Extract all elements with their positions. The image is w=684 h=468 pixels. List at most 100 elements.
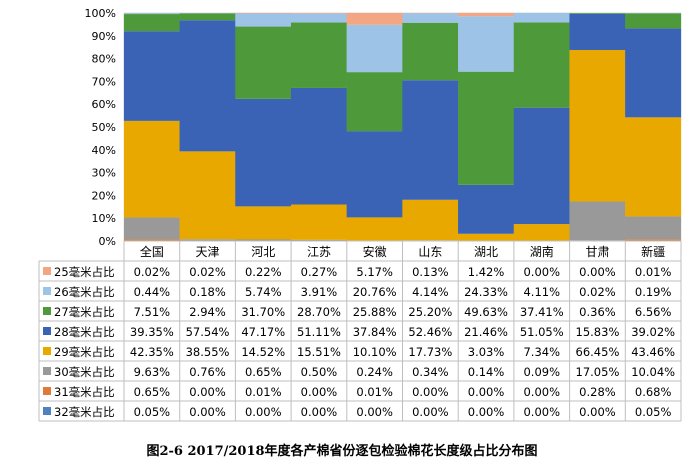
data-label: 0.65% (134, 385, 171, 399)
category-label: 天津 (196, 245, 220, 259)
bar-segment (235, 12, 292, 14)
data-label: 51.11% (297, 325, 341, 339)
bar-segment (179, 13, 236, 21)
data-label: 0.00% (301, 385, 338, 399)
bar-segment (402, 80, 459, 200)
data-label: 4.14% (412, 285, 449, 299)
bar-segment (458, 233, 515, 241)
bar-segment (235, 26, 292, 99)
chart-caption: 图2-6 2017/2018年度各产棉省份逐包检验棉花长度级占比分布图 (146, 444, 538, 459)
bar-segment (290, 13, 347, 14)
data-label: 0.13% (412, 265, 449, 279)
data-label: 0.00% (356, 405, 393, 419)
legend-key (43, 327, 51, 335)
data-label: 0.19% (635, 285, 672, 299)
bar-segment (513, 13, 570, 23)
data-label: 0.00% (523, 265, 560, 279)
bar-segment (346, 72, 403, 132)
y-tick-label: 40% (92, 144, 116, 157)
bar-segment (569, 201, 626, 241)
data-label: 0.00% (579, 405, 616, 419)
bar-segment (179, 239, 236, 241)
data-label: 0.00% (412, 385, 449, 399)
data-label: 4.11% (523, 285, 560, 299)
data-label: 0.00% (301, 405, 338, 419)
data-label: 14.52% (241, 345, 285, 359)
data-label: 42.35% (130, 345, 174, 359)
data-label: 0.36% (579, 305, 616, 319)
legend-key (43, 347, 51, 355)
data-label: 0.68% (635, 385, 672, 399)
data-label: 7.51% (134, 305, 171, 319)
data-label: 66.45% (576, 345, 620, 359)
data-label: 0.65% (245, 365, 282, 379)
legend-key (43, 367, 51, 375)
data-label: 20.76% (353, 285, 397, 299)
bar-segment (513, 224, 570, 241)
y-tick-label: 0% (99, 235, 116, 248)
data-label: 0.00% (523, 405, 560, 419)
category-label: 新疆 (641, 244, 665, 259)
data-label: 0.00% (523, 385, 560, 399)
data-label: 25.88% (353, 305, 397, 319)
bar-segment (569, 49, 626, 202)
bar-segment (625, 13, 682, 29)
y-tick-label: 100% (85, 7, 116, 20)
data-label: 17.73% (408, 345, 452, 359)
category-label: 湖南 (530, 244, 554, 259)
bar-segment (290, 13, 347, 23)
bar-segment (123, 120, 180, 218)
bar-segment (458, 16, 515, 72)
bar-segment (123, 239, 180, 241)
legend-label: 25毫米占比 (54, 265, 115, 279)
data-label: 0.01% (356, 385, 393, 399)
data-label: 47.17% (241, 325, 285, 339)
data-label: 43.46% (631, 345, 675, 359)
data-label: 38.55% (186, 345, 230, 359)
data-label: 17.05% (576, 365, 620, 379)
data-label: 2.94% (189, 305, 226, 319)
data-label: 0.00% (468, 385, 505, 399)
data-label: 0.24% (356, 365, 393, 379)
data-label: 0.00% (189, 385, 226, 399)
data-label: 21.46% (464, 325, 508, 339)
data-label: 0.00% (412, 405, 449, 419)
data-label: 10.04% (631, 365, 675, 379)
bar-segment (290, 204, 347, 240)
bar-segment (290, 239, 347, 241)
bar-segment (402, 13, 459, 23)
legend-key (43, 287, 51, 295)
category-label: 全国 (140, 244, 164, 259)
data-label: 0.76% (189, 365, 226, 379)
data-label: 5.17% (356, 265, 393, 279)
bar-segment (123, 31, 180, 121)
y-tick-label: 50% (92, 121, 116, 134)
bar-segment (290, 22, 347, 88)
data-label: 0.00% (245, 405, 282, 419)
bar-segment (235, 13, 292, 27)
data-label: 0.09% (523, 365, 560, 379)
data-label: 15.51% (297, 345, 341, 359)
bar-segment (346, 13, 403, 25)
category-label: 甘肃 (585, 245, 609, 259)
bar-segment (513, 22, 570, 108)
category-label: 山东 (418, 245, 442, 259)
legend-label: 27毫米占比 (54, 305, 115, 319)
data-label: 9.63% (134, 365, 171, 379)
bar-segment (123, 14, 180, 32)
data-label: 15.83% (576, 325, 620, 339)
data-label: 24.33% (464, 285, 508, 299)
data-label: 37.84% (353, 325, 397, 339)
data-label: 7.34% (523, 345, 560, 359)
data-label: 39.02% (631, 325, 675, 339)
y-tick-label: 60% (92, 98, 116, 111)
data-label: 0.00% (468, 405, 505, 419)
data-label: 0.02% (189, 265, 226, 279)
data-label: 3.03% (468, 345, 505, 359)
data-label: 28.70% (297, 305, 341, 319)
legend-key (43, 387, 51, 395)
data-label: 0.22% (245, 265, 282, 279)
bar-segment (346, 24, 403, 73)
